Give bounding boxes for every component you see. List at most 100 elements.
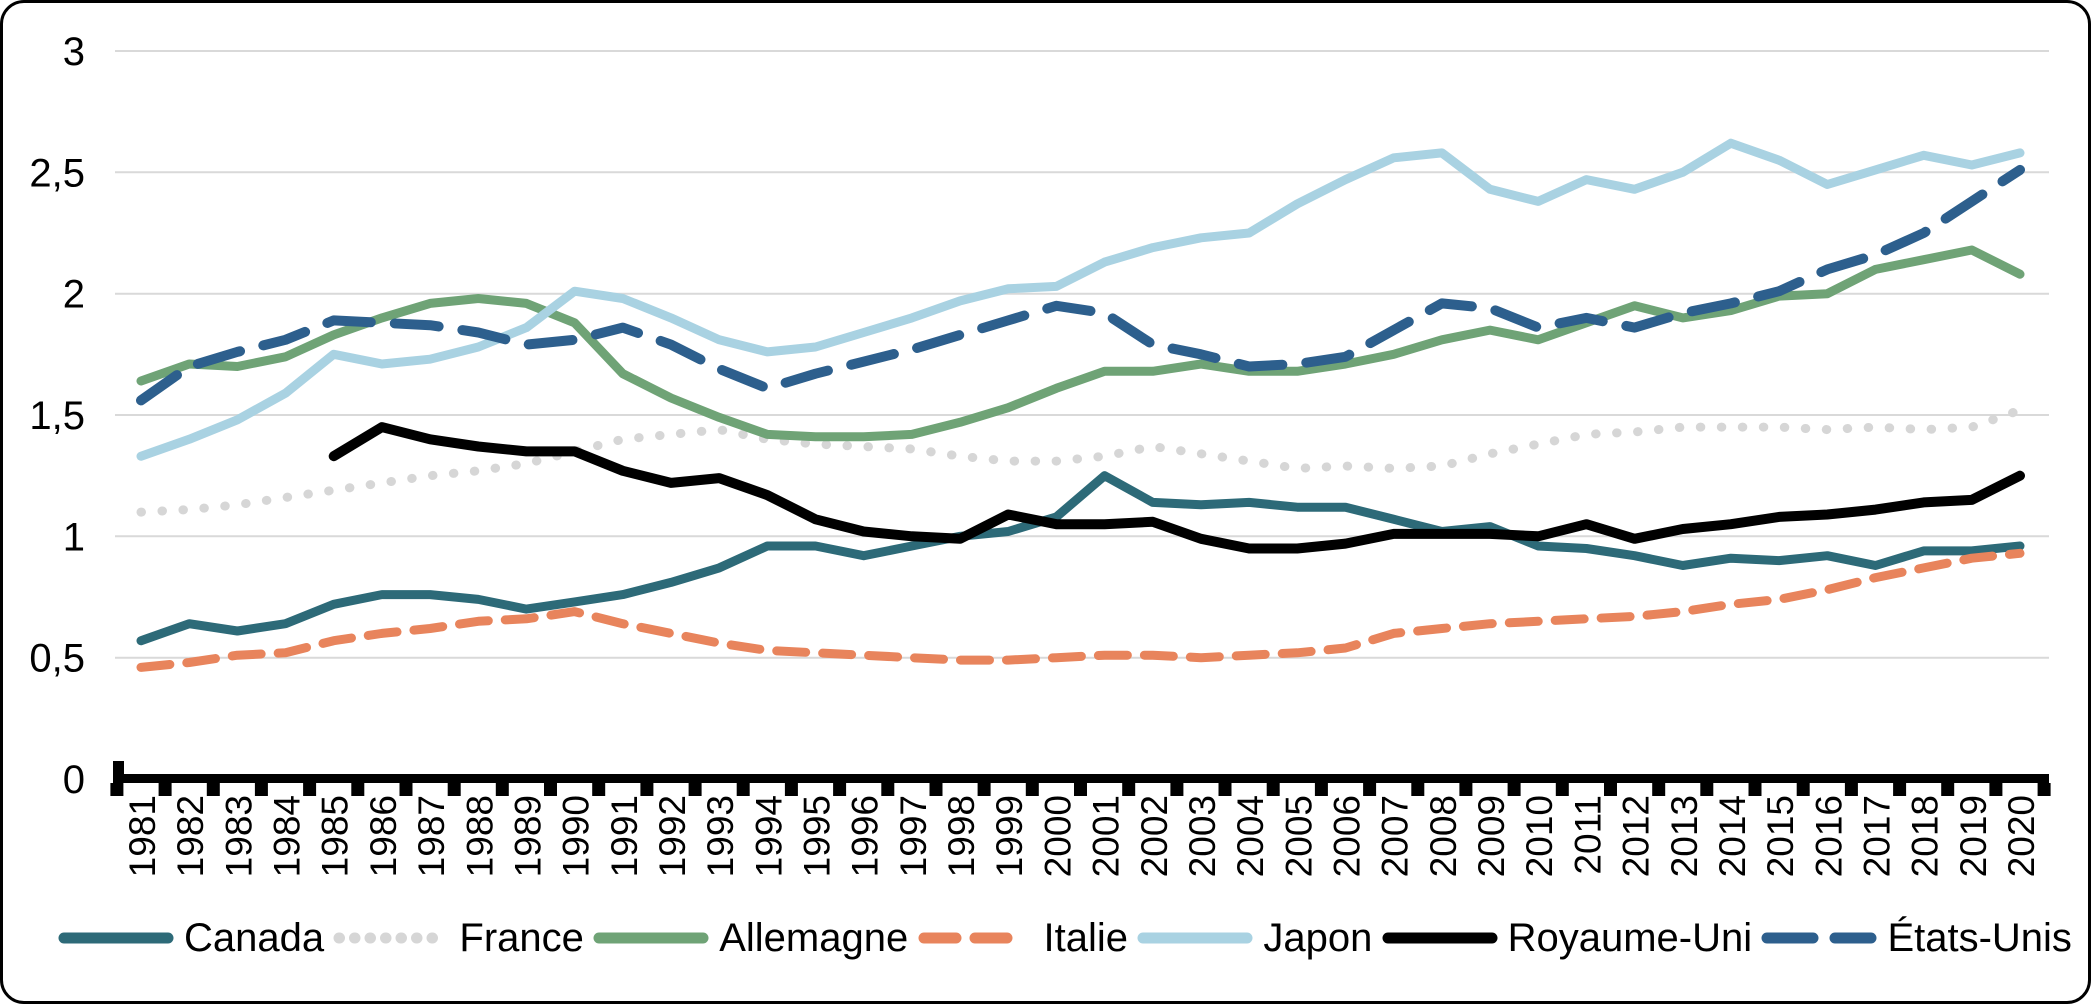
x-axis-tick <box>1170 783 1184 796</box>
series-line-etats-unis <box>136 164 2025 406</box>
x-axis-tick <box>1411 783 1425 796</box>
x-axis-tick <box>881 783 895 796</box>
x-axis-tick <box>1652 783 1666 796</box>
legend-swatch-france <box>333 932 449 944</box>
x-axis-tick <box>351 783 365 796</box>
x-axis-label: 2002 <box>1134 795 1175 877</box>
x-axis-label: 2020 <box>2001 795 2042 877</box>
y-axis-label: 0 <box>63 758 85 802</box>
y-axis-label: 0,5 <box>29 637 85 681</box>
x-axis-tick <box>254 783 268 796</box>
x-axis-label: 1986 <box>363 795 404 877</box>
series-line-allemagne <box>136 245 2025 442</box>
x-axis-tick <box>1459 783 1473 796</box>
y-axis-label: 3 <box>63 30 85 74</box>
x-axis-tick <box>1266 783 1280 796</box>
x-axis-label: 1984 <box>267 795 308 877</box>
x-axis-tick <box>1941 783 1955 796</box>
series-line-japon <box>136 138 2025 461</box>
x-axis-label: 2014 <box>1712 795 1753 877</box>
legend-item-royaume-uni: Royaume-Uni <box>1382 916 1753 960</box>
x-axis-label: 2012 <box>1616 795 1657 877</box>
x-axis-tick <box>1796 783 1810 796</box>
series-line-france <box>136 405 2025 517</box>
x-axis-tick <box>929 783 943 796</box>
x-axis-label: 1995 <box>797 795 838 877</box>
x-axis-label: 2009 <box>1471 795 1512 877</box>
legend-item-japon: Japon <box>1137 918 1372 958</box>
x-axis-tick <box>1748 783 1762 796</box>
legend-label: Allemagne <box>719 916 909 960</box>
x-axis-tick <box>736 783 750 796</box>
x-axis-label: 2011 <box>1567 795 1608 875</box>
x-axis-label: 2003 <box>1182 795 1223 877</box>
x-axis-tick <box>544 783 557 796</box>
x-axis-label: 2000 <box>1037 795 1078 877</box>
x-axis-tick <box>1218 783 1232 796</box>
x-axis-tick <box>833 783 847 796</box>
x-axis-tick <box>206 783 220 796</box>
x-axis-tick <box>1989 783 2003 796</box>
x-axis-label: 1990 <box>556 795 597 877</box>
x-axis <box>113 774 2049 783</box>
legend-swatch-italie <box>918 932 1020 944</box>
x-axis-tick <box>688 783 702 796</box>
x-axis-label: 2007 <box>1375 795 1416 877</box>
x-axis-tick <box>495 783 509 796</box>
x-axis-label: 1999 <box>989 795 1030 877</box>
x-axis-tick <box>977 783 991 796</box>
x-axis-tick <box>784 783 798 796</box>
x-axis-label: 2015 <box>1760 795 1801 877</box>
x-axis-label: 2019 <box>1953 795 1994 877</box>
x-axis-label: 2016 <box>1808 795 1849 877</box>
legend-swatch-royaume-uni <box>1382 932 1498 944</box>
legend-label: États-Unis <box>1887 916 2072 960</box>
series-line-royaume-uni <box>328 422 2025 554</box>
x-axis-label: 1991 <box>604 795 645 877</box>
y-axis-label: 2,5 <box>29 151 85 195</box>
x-axis-label: 2013 <box>1664 795 1705 877</box>
x-axis-tick <box>158 783 172 796</box>
legend-label: France <box>459 916 584 960</box>
legend-label: Royaume-Uni <box>1507 916 1753 960</box>
series-line-canada <box>136 471 2025 646</box>
x-axis-label: 1981 <box>122 795 163 877</box>
chart-legend: Canada France Allemagne Italie Japon Royaume-… <box>58 908 2072 968</box>
x-axis-label: 1985 <box>315 795 356 877</box>
x-axis-label: 2006 <box>1327 795 1368 877</box>
y-axis-label: 2 <box>63 273 85 317</box>
x-axis-tick <box>1507 783 1521 796</box>
x-axis-tick <box>447 783 461 796</box>
legend-swatch-allemagne <box>593 932 709 944</box>
x-axis-tick <box>303 783 317 796</box>
x-axis-label: 1997 <box>893 795 934 877</box>
x-axis-label: 2004 <box>1230 795 1271 877</box>
x-axis-label: 1994 <box>748 795 789 877</box>
x-axis-tick <box>1314 783 1328 796</box>
x-axis-label: 1987 <box>411 795 452 877</box>
x-axis-tick <box>399 783 413 796</box>
x-axis-label: 1996 <box>845 795 886 877</box>
legend-item-canada: Canada <box>58 918 324 958</box>
x-axis-label: 2018 <box>1905 795 1946 877</box>
legend-label: Italie <box>1043 916 1129 960</box>
x-axis-label: 2010 <box>1519 795 1560 877</box>
series-line-italie <box>136 548 2025 672</box>
x-axis-tick <box>2037 783 2051 796</box>
x-axis-tick <box>1604 783 1617 796</box>
y-axis-label: 1 <box>63 515 85 559</box>
x-axis-label: 1988 <box>459 795 500 877</box>
legend-swatch-japon <box>1137 932 1253 944</box>
x-axis-label: 1982 <box>170 795 211 877</box>
y-axis-label: 1,5 <box>29 394 85 438</box>
x-axis-tick <box>1025 783 1039 796</box>
x-axis-tick <box>640 783 654 796</box>
x-axis-left-cap <box>113 761 124 783</box>
legend-swatch-canada <box>58 932 174 944</box>
legend-item-etats-unis: États-Unis <box>1761 918 2072 958</box>
legend-label: Canada <box>184 916 325 960</box>
x-axis-tick <box>1122 783 1136 796</box>
x-axis-tick <box>1555 783 1569 796</box>
